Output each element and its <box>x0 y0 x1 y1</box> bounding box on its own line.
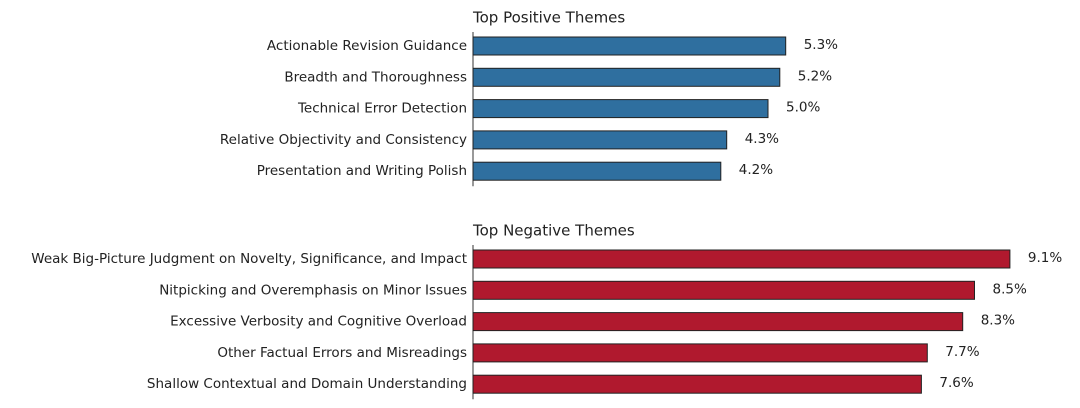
value-label: 7.6% <box>939 375 973 391</box>
y-tick-label: Relative Objectivity and Consistency <box>220 132 467 148</box>
bar <box>472 280 975 300</box>
y-tick-label: Breadth and Thoroughness <box>284 69 467 85</box>
value-label: 5.2% <box>798 68 832 84</box>
bar <box>472 374 922 394</box>
value-label: 8.3% <box>981 313 1015 329</box>
value-label: 5.0% <box>786 100 820 116</box>
y-tick-label: Weak Big-Picture Judgment on Novelty, Si… <box>31 251 467 267</box>
y-tick-label: Presentation and Writing Polish <box>257 163 467 179</box>
value-label: 5.3% <box>804 37 838 53</box>
value-label: 4.3% <box>745 131 779 147</box>
bar <box>472 249 1011 269</box>
bar <box>472 36 787 56</box>
value-label: 8.5% <box>993 281 1027 297</box>
bar <box>472 130 728 150</box>
value-label: 9.1% <box>1028 250 1062 266</box>
bar <box>472 343 928 363</box>
y-tick-label: Nitpicking and Overemphasis on Minor Iss… <box>159 282 467 298</box>
chart-title: Top Positive Themes <box>472 9 625 27</box>
bar <box>472 161 722 181</box>
y-tick-label: Technical Error Detection <box>297 101 467 117</box>
bar <box>472 312 964 332</box>
bar <box>472 67 781 87</box>
y-tick-label: Excessive Verbosity and Cognitive Overlo… <box>170 314 467 330</box>
chart-title: Top Negative Themes <box>472 222 635 240</box>
value-label: 4.2% <box>739 162 773 178</box>
bar <box>472 99 769 119</box>
y-tick-label: Shallow Contextual and Domain Understand… <box>147 376 467 392</box>
y-tick-label: Other Factual Errors and Misreadings <box>217 345 467 361</box>
y-tick-label: Actionable Revision Guidance <box>267 38 467 54</box>
value-label: 7.7% <box>945 344 979 360</box>
